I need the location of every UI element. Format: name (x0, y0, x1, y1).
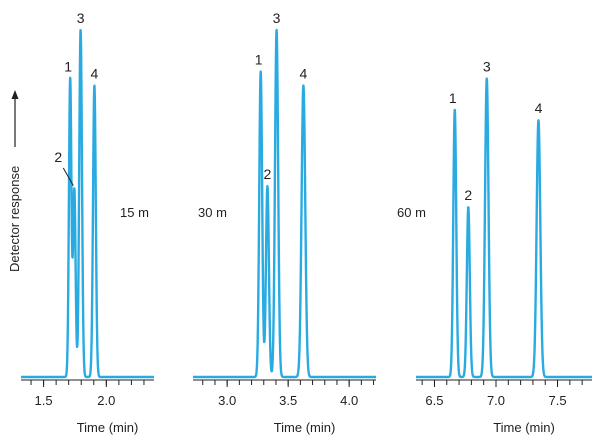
peak-label-leader (62, 167, 74, 186)
peak-label: 4 (300, 66, 308, 82)
x-tick-label: 3.0 (218, 393, 236, 408)
peak-label: 4 (91, 66, 99, 82)
chromatogram-trace (19, 28, 156, 379)
peak-label: 2 (464, 187, 472, 203)
y-axis-label-group: Detector response (7, 90, 22, 272)
y-axis-label: Detector response (7, 166, 22, 272)
y-axis-arrow-head-icon (11, 90, 19, 99)
peak-label: 3 (273, 10, 281, 26)
x-tick-label: 2.0 (97, 393, 115, 408)
peak-label: 2 (54, 149, 62, 165)
peak-label: 3 (77, 10, 85, 26)
column-length-label: 15 m (120, 205, 149, 220)
column-length-label: 30 m (198, 205, 227, 220)
column-length-label: 60 m (397, 205, 426, 220)
peak-label: 2 (264, 166, 272, 182)
x-tick-label: 7.5 (548, 393, 566, 408)
panel-60m: 6.5 7.0 7.5 Time (min) 60 m 1 2 3 4 (397, 59, 593, 435)
x-tick-label: 1.5 (35, 393, 53, 408)
peak-label: 3 (483, 59, 491, 75)
peak-label: 1 (64, 59, 72, 75)
panel-30m: 3.0 3.5 4.0 Time (min) 30 m 1 2 3 4 (192, 10, 377, 435)
x-tick-label: 4.0 (340, 393, 358, 408)
chromatogram-trace (415, 77, 593, 379)
x-axis-title: Time (min) (274, 420, 336, 435)
x-tick-label: 3.5 (279, 393, 297, 408)
chromatogram-trace (192, 28, 377, 379)
peak-label: 4 (535, 100, 543, 116)
peak-label: 1 (255, 52, 263, 68)
x-tick-label: 7.0 (487, 393, 505, 408)
x-axis-title: Time (min) (77, 420, 139, 435)
peak-label: 1 (449, 90, 457, 106)
panel-15m: 1.5 2.0 Time (min) 15 m 1 2 3 4 (19, 10, 156, 435)
x-axis-title: Time (min) (493, 420, 555, 435)
x-tick-label: 6.5 (425, 393, 443, 408)
